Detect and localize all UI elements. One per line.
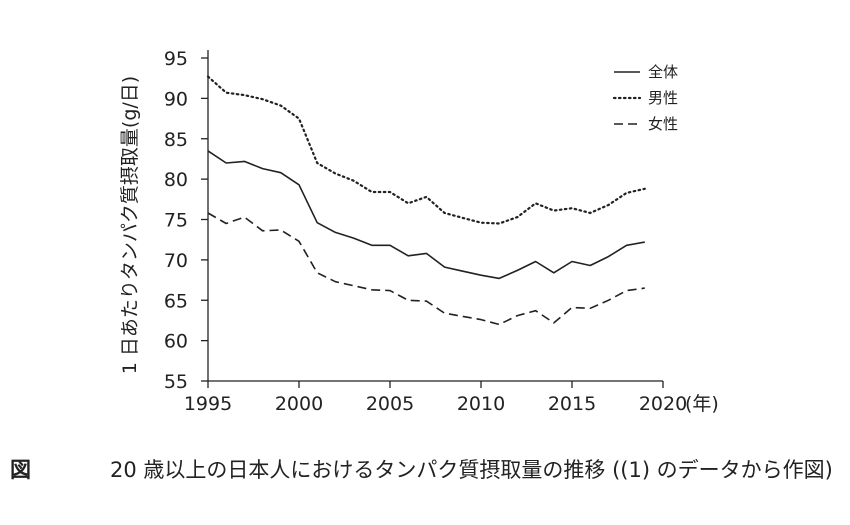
legend-label: 男性 [648, 89, 678, 107]
x-axis-unit: (年) [685, 393, 719, 415]
series-line-dashed [207, 212, 645, 326]
y-tick-label: 65 [164, 290, 188, 312]
y-tick-label: 70 [164, 250, 188, 272]
x-tick-label: 2005 [366, 393, 414, 415]
series-line-dotted [206, 75, 646, 225]
caption-text: 20 歳以上の日本人におけるタンパク質摂取量の推移 ((1) のデータから作図) [110, 458, 833, 482]
y-axis-label: 1 日あたりタンパク質摂取量(g/日) [119, 76, 141, 374]
x-axis-ticks: 1995 2000 2005 2010 2015 2020(年) [184, 381, 719, 415]
figure-label: 図 [10, 458, 31, 482]
y-tick-label: 85 [164, 129, 188, 151]
x-tick-label: 2010 [457, 393, 505, 415]
series-line-solid [207, 150, 645, 280]
x-tick-label: 2000 [275, 393, 323, 415]
protein-intake-chart: 55 60 65 70 75 80 85 90 95 1995 2000 2005 2010 2015 2… [119, 48, 719, 415]
y-tick-label: 75 [164, 210, 188, 232]
legend-label: 全体 [648, 63, 678, 81]
figure-caption: 図 20 歳以上の日本人におけるタンパク質摂取量の推移 ((1) のデータから作図… [10, 453, 840, 487]
y-tick-label: 90 [164, 88, 188, 110]
y-tick-label: 95 [164, 48, 188, 70]
y-tick-label: 60 [164, 331, 188, 353]
x-tick-label: 1995 [184, 393, 232, 415]
y-axis-ticks: 55 60 65 70 75 80 85 90 95 [164, 48, 208, 393]
legend-label: 女性 [648, 115, 678, 133]
y-tick-label: 55 [164, 371, 188, 393]
y-tick-label: 80 [164, 169, 188, 191]
x-tick-label: 2020 [639, 393, 687, 415]
series-lines [206, 75, 646, 326]
x-tick-label: 2015 [548, 393, 596, 415]
axes [207, 50, 663, 382]
